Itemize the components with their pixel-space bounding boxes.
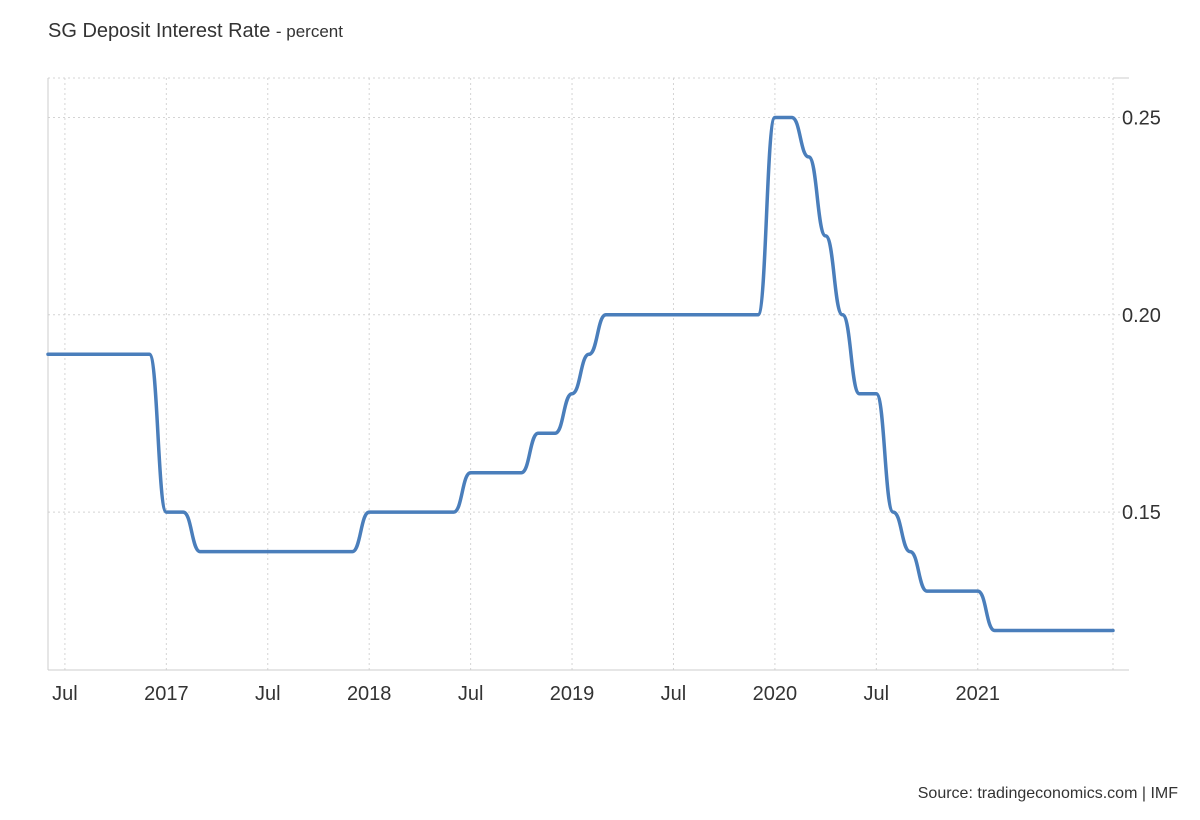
data-point: [350, 550, 354, 554]
data-point: [1043, 629, 1047, 633]
data-point: [46, 352, 50, 356]
data-point: [570, 392, 574, 396]
data-point: [502, 471, 506, 475]
data-point: [655, 313, 659, 317]
data-point: [587, 352, 591, 356]
data-point: [553, 431, 557, 435]
data-point: [181, 510, 185, 514]
data-point: [942, 589, 946, 593]
data-point: [536, 431, 540, 435]
y-tick-label: 0.20: [1122, 305, 1161, 327]
data-point: [114, 352, 118, 356]
data-point: [418, 510, 422, 514]
series-line: [46, 115, 1115, 633]
data-point: [688, 313, 692, 317]
source-note: Source: tradingeconomics.com | IMF: [917, 785, 1178, 802]
data-point: [790, 115, 794, 119]
x-tick-label: 2021: [956, 683, 1001, 705]
chart-title-text: SG Deposit Interest Rate: [48, 20, 271, 42]
chart-title: SG Deposit Interest Rate - percent: [48, 20, 343, 43]
data-point: [891, 510, 895, 514]
data-point: [807, 155, 811, 159]
x-tick-label: Jul: [864, 683, 890, 705]
data-point: [621, 313, 625, 317]
data-point: [671, 313, 675, 317]
data-point: [266, 550, 270, 554]
data-point: [1111, 629, 1115, 633]
axes: [47, 77, 1129, 671]
data-point: [638, 313, 642, 317]
chart-subtitle: - percent: [275, 22, 343, 41]
data-point: [756, 313, 760, 317]
data-point: [773, 115, 777, 119]
data-point: [283, 550, 287, 554]
data-point: [1077, 629, 1081, 633]
data-point: [300, 550, 304, 554]
x-tick-label: 2018: [347, 683, 392, 705]
data-point: [874, 392, 878, 396]
data-point: [232, 550, 236, 554]
data-point: [1010, 629, 1014, 633]
y-tick-label: 0.15: [1122, 502, 1161, 524]
data-point: [705, 313, 709, 317]
data-point: [519, 471, 523, 475]
x-tick-label: Jul: [52, 683, 78, 705]
data-point: [959, 589, 963, 593]
data-point: [316, 550, 320, 554]
data-point: [722, 313, 726, 317]
data-point: [857, 392, 861, 396]
data-point: [401, 510, 405, 514]
data-point: [604, 313, 608, 317]
data-point: [1026, 629, 1030, 633]
data-point: [249, 550, 253, 554]
series-layer: [46, 115, 1115, 633]
data-point: [1094, 629, 1098, 633]
data-point: [993, 629, 997, 633]
x-tick-label: 2020: [753, 683, 798, 705]
y-tick-label: 0.25: [1122, 107, 1161, 129]
x-tick-label: 2017: [144, 683, 189, 705]
tick-labels: Jul 2017 Jul 2018 Jul 2019 Jul 2020 Jul 2021 0.15 0…: [52, 107, 1161, 705]
data-point: [97, 352, 101, 356]
x-tick-label: Jul: [255, 683, 281, 705]
grid: [48, 77, 1129, 670]
data-point: [925, 589, 929, 593]
data-point: [215, 550, 219, 554]
data-point: [384, 510, 388, 514]
data-point: [841, 313, 845, 317]
data-point: [739, 313, 743, 317]
data-point: [469, 471, 473, 475]
x-tick-label: 2019: [550, 683, 595, 705]
x-tick-label: Jul: [661, 683, 687, 705]
x-tick-label: Jul: [458, 683, 484, 705]
data-point: [147, 352, 151, 356]
data-point: [976, 589, 980, 593]
data-point: [63, 352, 67, 356]
data-point: [198, 550, 202, 554]
data-point: [908, 550, 912, 554]
data-point: [367, 510, 371, 514]
data-point: [435, 510, 439, 514]
data-point: [824, 234, 828, 238]
data-point: [486, 471, 490, 475]
data-point: [164, 510, 168, 514]
data-point: [131, 352, 135, 356]
data-point: [333, 550, 337, 554]
data-point: [1060, 629, 1064, 633]
data-point: [80, 352, 84, 356]
data-point: [452, 510, 456, 514]
